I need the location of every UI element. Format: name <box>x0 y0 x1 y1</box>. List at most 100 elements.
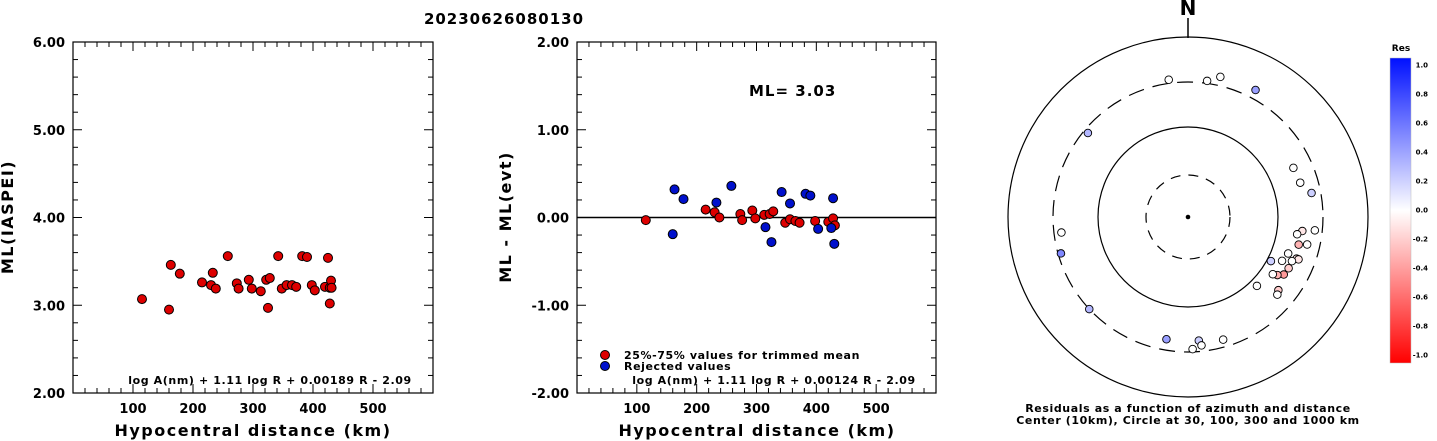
ring-1000km <box>1007 36 1369 398</box>
left-data-point <box>255 286 266 297</box>
left-data-point <box>207 267 218 278</box>
middle-chart: 100 200 300 400 500 -2.00 -1.00 0.00 1.00 2.00 ML… <box>496 36 937 440</box>
epicenter-dot <box>1185 214 1191 220</box>
colorbar-tick-label: -0.2 <box>1413 236 1428 244</box>
middle-data-point <box>794 217 805 228</box>
middle-data-point <box>750 213 761 224</box>
polar-stations <box>1056 72 1320 354</box>
left-x-tick-label: 300 <box>239 402 266 417</box>
middle-data-point <box>760 222 771 233</box>
colorbar-tick-label: 1.0 <box>1416 62 1429 70</box>
ring-30km <box>1145 174 1231 260</box>
left-data-point <box>165 259 176 270</box>
middle-data-point <box>669 184 680 195</box>
left-data-point <box>243 274 254 285</box>
polar-chart: N Residuals as a function of azimuth and… <box>1007 0 1369 427</box>
middle-data-point <box>766 237 777 248</box>
middle-y-tick-label: -2.00 <box>532 387 569 402</box>
station-marker <box>1292 230 1302 239</box>
middle-x-tick-label: 500 <box>863 402 890 417</box>
middle-x-axis-label: Hypocentral distance (km) <box>618 421 895 440</box>
colorbar-tick-label: 0.2 <box>1416 178 1429 186</box>
middle-x-tick-label: 200 <box>683 402 710 417</box>
station-marker <box>1162 334 1171 344</box>
left-x-tick-label: 400 <box>299 402 326 417</box>
middle-data-point <box>813 223 824 234</box>
middle-data-point <box>768 206 779 217</box>
middle-data-point <box>726 180 737 191</box>
station-marker <box>1294 240 1303 249</box>
figure-title: 20230626080130 <box>424 10 584 28</box>
middle-y-tick-label: 2.00 <box>537 36 569 51</box>
middle-y-tick-label: 0.00 <box>537 212 569 227</box>
left-x-tick-label: 200 <box>179 402 206 417</box>
ring-100km <box>1097 126 1279 308</box>
left-data-point <box>263 302 273 313</box>
left-points <box>137 251 337 315</box>
left-data-point <box>137 294 147 305</box>
legend-marker-rejected <box>600 361 610 371</box>
left-y-tick-label: 5.00 <box>33 124 65 139</box>
station-marker <box>1056 249 1066 258</box>
middle-y-tick-label: -1.00 <box>532 299 569 314</box>
polar-caption-line2: Center (10km), Circle at 30, 100, 300 an… <box>1016 414 1360 427</box>
middle-y-tick-label: 1.00 <box>537 124 569 139</box>
middle-data-point <box>667 229 678 240</box>
left-y-tick-label: 3.00 <box>33 299 65 314</box>
middle-data-point <box>714 212 725 223</box>
middle-data-point <box>678 194 689 205</box>
colorbar-tick-label: -0.4 <box>1413 265 1428 273</box>
middle-formula: log A(nm) + 1.11 log R + 0.00124 R - 2.0… <box>632 374 915 387</box>
left-data-point <box>264 273 275 284</box>
left-data-point <box>302 251 312 262</box>
station-marker <box>1197 341 1206 350</box>
station-marker <box>1268 269 1278 279</box>
colorbar-tick-label: 0.0 <box>1416 207 1429 215</box>
station-marker <box>1164 75 1173 85</box>
station-marker <box>1266 256 1276 266</box>
left-data-point <box>233 283 244 294</box>
middle-data-point <box>785 198 796 209</box>
middle-x-tick-label: 100 <box>623 402 650 417</box>
station-marker <box>1283 249 1293 258</box>
colorbar: Res 1.0 0.8 0.6 0.4 0.2 0.0 -0.2 -0.4 -0.6 -0.8 -1… <box>1389 44 1428 364</box>
colorbar-title: Res <box>1392 44 1410 54</box>
middle-data-point <box>700 204 711 215</box>
station-marker <box>1252 281 1262 291</box>
left-data-point <box>164 304 174 315</box>
colorbar-tick-label: -0.8 <box>1413 323 1428 331</box>
station-marker <box>1216 72 1225 82</box>
left-data-point <box>326 282 337 293</box>
colorbar-tick-labels: 1.0 0.8 0.6 0.4 0.2 0.0 -0.2 -0.4 -0.6 -0.8 -1.0 <box>1413 62 1428 360</box>
station-marker <box>1202 76 1212 86</box>
left-y-tick-label: 4.00 <box>33 212 65 227</box>
middle-y-axis-label: ML - ML(evt) <box>496 151 515 283</box>
left-data-point <box>323 252 333 263</box>
middle-data-point <box>640 215 651 226</box>
middle-ticks <box>577 42 936 393</box>
middle-data-point <box>829 238 840 249</box>
middle-data-point <box>826 223 837 234</box>
left-data-point <box>246 283 257 294</box>
station-marker <box>1218 335 1228 344</box>
station-marker <box>1302 240 1312 249</box>
left-x-tick-label: 500 <box>359 402 386 417</box>
left-data-point <box>210 283 221 294</box>
middle-data-point <box>805 190 816 201</box>
left-tick-labels: 100 200 300 400 500 2.00 3.00 4.00 5.00 6.00 <box>33 36 387 417</box>
polar-caption-line1: Residuals as a function of azimuth and d… <box>1025 402 1351 415</box>
colorbar-scale <box>1389 57 1412 364</box>
left-x-axis-label: Hypocentral distance (km) <box>114 421 391 440</box>
middle-legend: 25%-75% values for trimmed mean Rejected… <box>600 349 859 373</box>
left-ticks <box>73 42 433 393</box>
left-x-tick-label: 100 <box>119 402 146 417</box>
legend-label-rejected: Rejected values <box>624 360 731 373</box>
colorbar-tick-label: 0.6 <box>1416 120 1429 128</box>
station-marker <box>1287 256 1297 266</box>
middle-points <box>640 180 840 249</box>
middle-x-tick-label: 300 <box>743 402 770 417</box>
legend-marker-trimmed <box>600 350 610 360</box>
ml-value-label: ML= 3.03 <box>749 82 836 100</box>
middle-data-point <box>828 193 839 204</box>
left-y-tick-label: 6.00 <box>33 36 65 51</box>
